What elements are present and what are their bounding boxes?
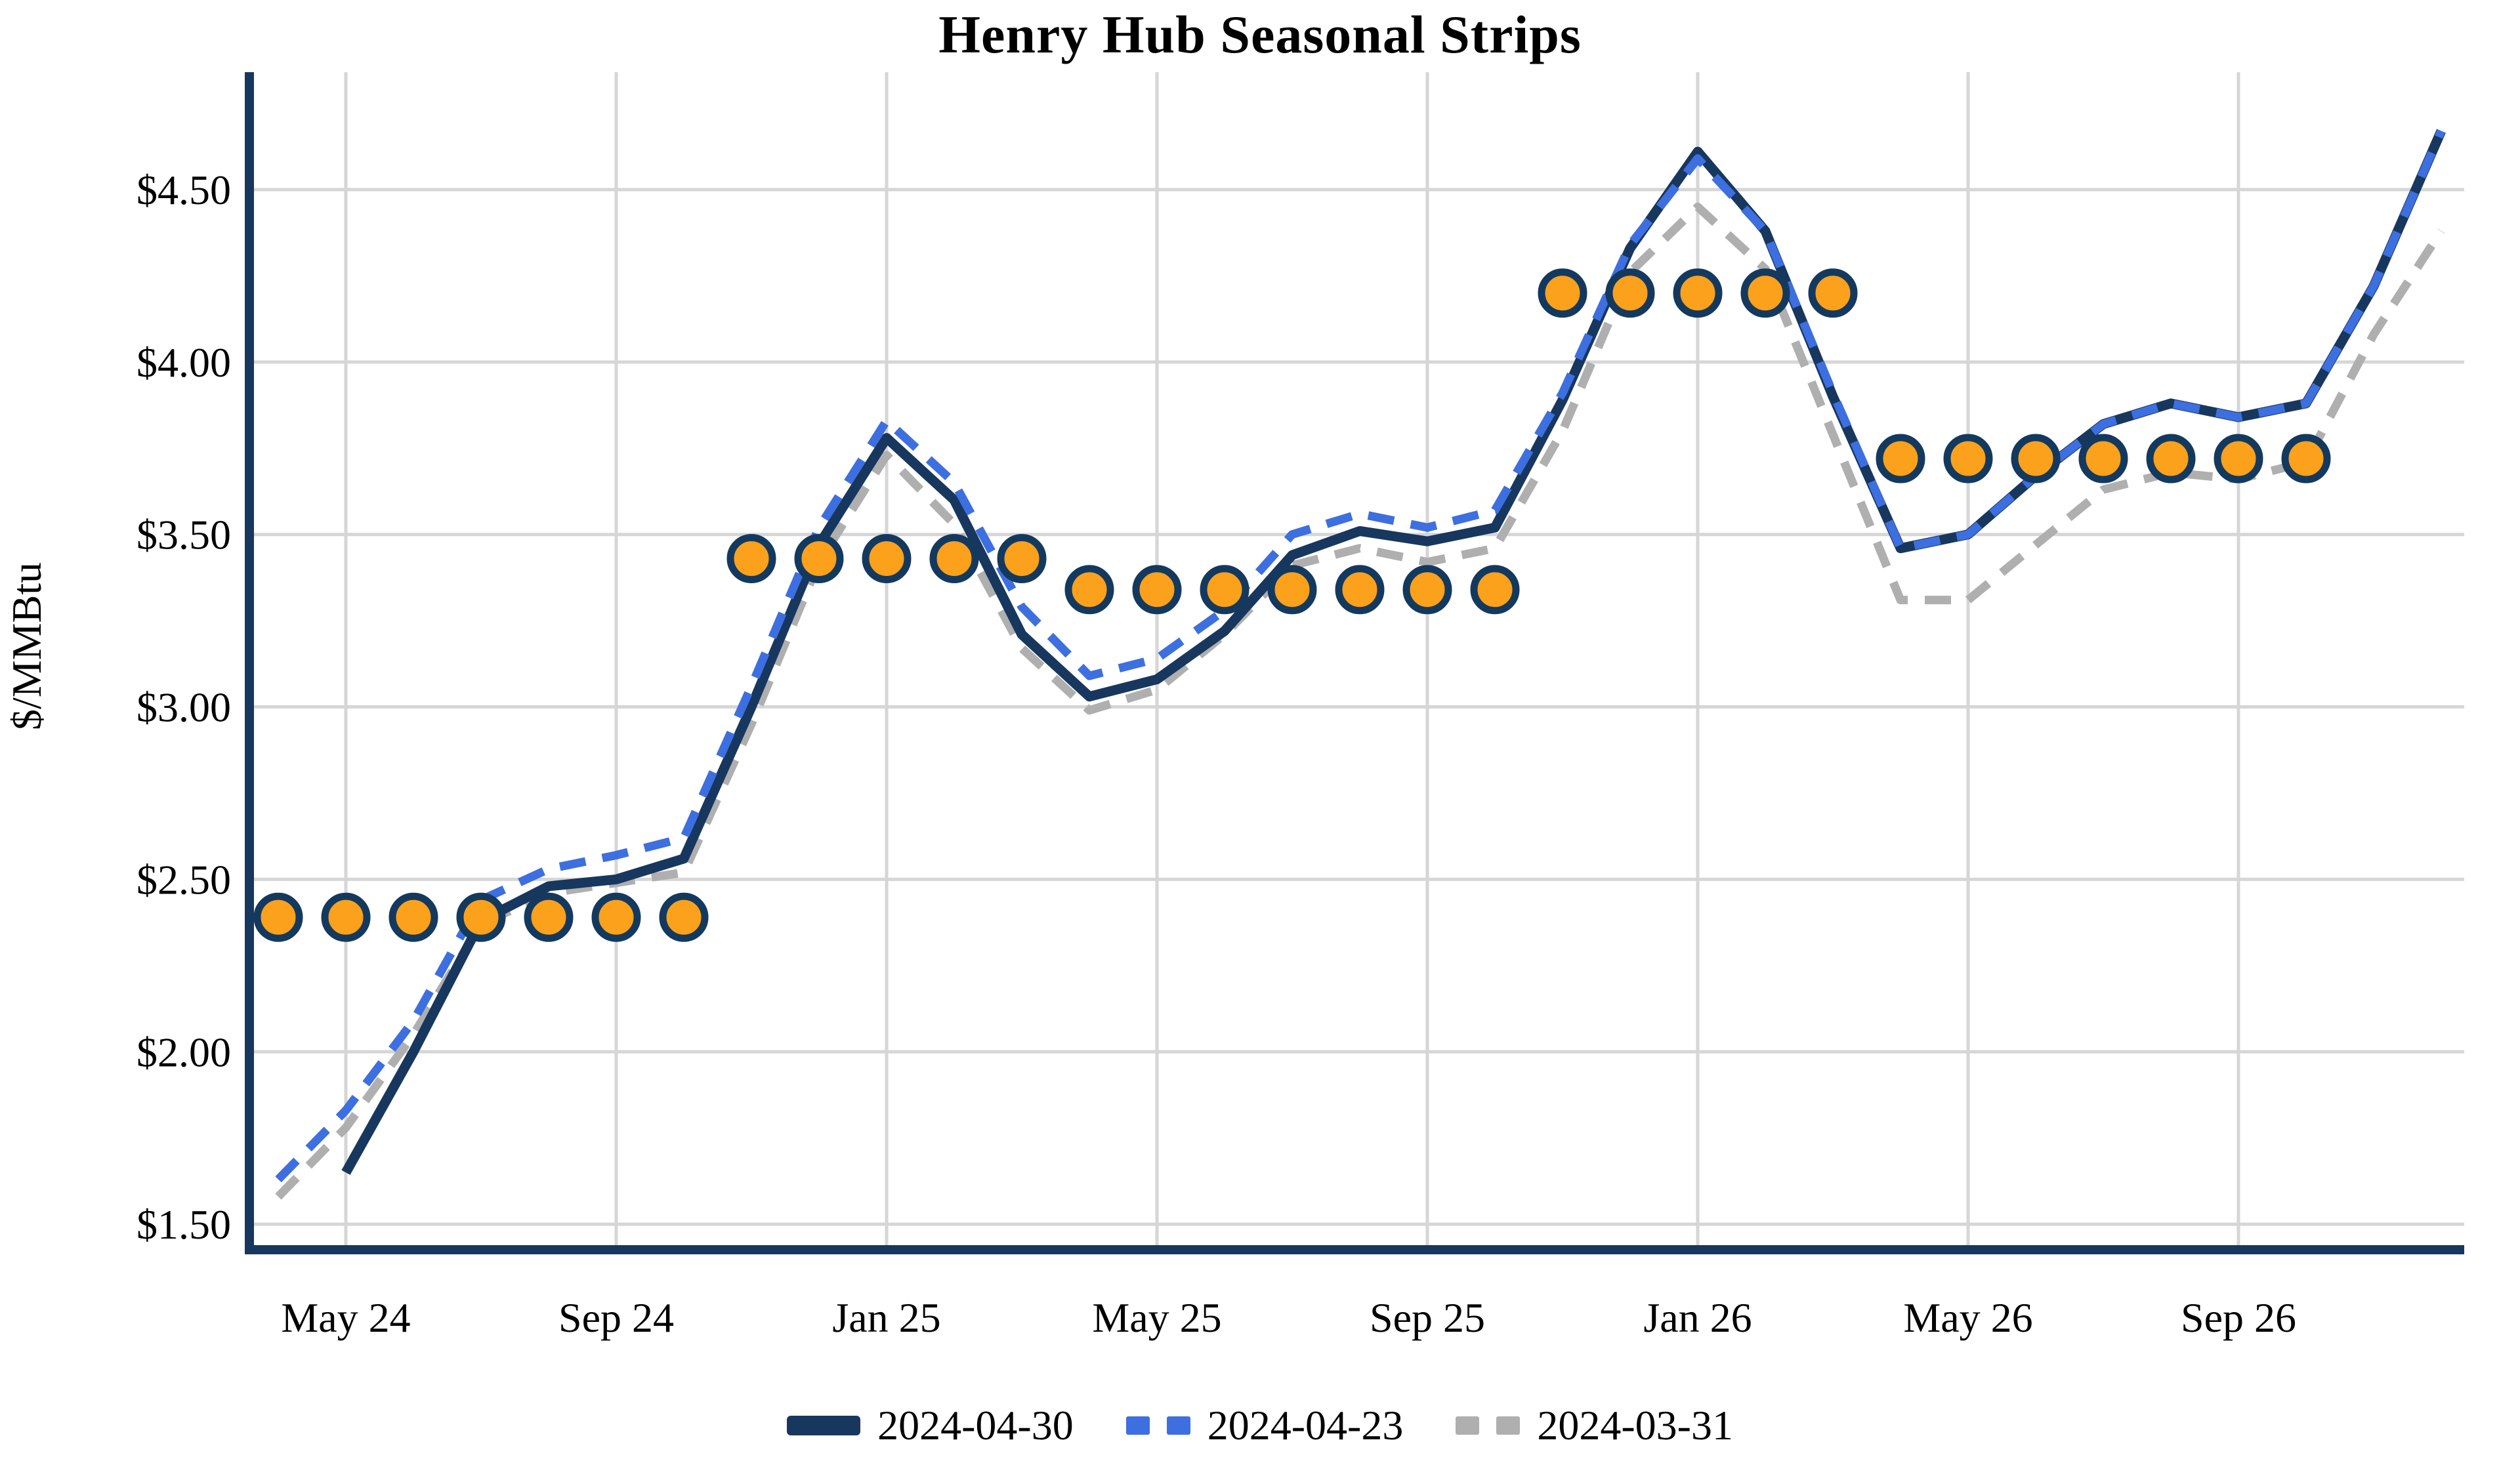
strip-dot (1132, 565, 1182, 615)
strip-dot (862, 533, 912, 583)
strip-dot (2281, 434, 2331, 483)
y-tick-label: $2.00 (136, 1029, 231, 1075)
x-tick-label: May 26 (1903, 1294, 2032, 1341)
strip-dot (321, 892, 371, 942)
legend-item-2024-03-31: 2024-03-31 (1456, 1401, 1733, 1450)
legend-swatch-dashed-line-gray (1456, 1416, 1521, 1435)
y-tick-label: $1.50 (136, 1201, 231, 1248)
strip-dot (659, 892, 709, 942)
strip-dot (1538, 268, 1587, 318)
strip-dot (1402, 565, 1452, 615)
x-tick-label: May 24 (281, 1294, 410, 1341)
strip-dot (1335, 565, 1385, 615)
legend-swatch-dashed-line-blue (1125, 1416, 1190, 1435)
legend-label: 2024-04-30 (877, 1402, 1074, 1449)
strip-dot (997, 533, 1047, 583)
legend-item-2024-04-23: 2024-04-23 (1125, 1401, 1404, 1450)
chart-title: Henry Hub Seasonal Strips (938, 5, 1582, 64)
strip-dot (1267, 565, 1317, 615)
strip-dot (1605, 268, 1655, 318)
y-tick-label: $3.50 (136, 512, 231, 558)
y-tick-label: $4.00 (136, 339, 231, 386)
strip-dot (253, 892, 303, 942)
x-tick-label: Sep 26 (2181, 1294, 2296, 1341)
y-axis-title: $/MMBtu (3, 562, 50, 730)
x-tick-label: Jan 25 (832, 1294, 940, 1341)
x-tick-label: Sep 24 (558, 1294, 674, 1341)
x-tick-label: Sep 25 (1370, 1294, 1485, 1341)
strip-dot (1470, 565, 1520, 615)
strip-dot (388, 892, 438, 942)
strip-dot (726, 533, 776, 583)
strip-dot (2011, 434, 2061, 483)
x-tick-label: Jan 26 (1643, 1294, 1752, 1341)
strip-dot (794, 533, 844, 583)
legend-item-2024-04-30: 2024-04-30 (787, 1401, 1074, 1450)
strip-dot (591, 892, 641, 942)
strip-dot (524, 892, 574, 942)
x-tick-label: May 25 (1092, 1294, 1221, 1341)
legend-swatch-solid-line (787, 1416, 861, 1435)
strip-dot (1064, 565, 1114, 615)
strip-dot (929, 533, 979, 583)
strip-dot (2078, 434, 2128, 483)
strip-dot (1200, 565, 1250, 615)
y-tick-label: $3.00 (136, 684, 231, 731)
strip-dot (2214, 434, 2263, 483)
series-line-2024-03-31 (275, 202, 2445, 1200)
strip-dot (456, 892, 506, 942)
legend-label: 2024-03-31 (1537, 1402, 1733, 1449)
strip-dot (1673, 268, 1723, 318)
strip-dot (1943, 434, 1993, 483)
strip-dot (1808, 268, 1858, 318)
strip-dot (2146, 434, 2196, 483)
y-tick-label: $4.50 (136, 167, 231, 213)
strip-dot (1876, 434, 1925, 483)
series-line-2024-04-30 (341, 129, 2446, 1175)
series-line-2024-04-23 (275, 129, 2445, 1183)
legend-label: 2024-04-23 (1207, 1402, 1404, 1449)
legend: 2024-04-30 2024-04-23 2024-03-31 (0, 1389, 2520, 1462)
y-tick-label: $2.50 (136, 856, 231, 903)
strip-dot (1740, 268, 1790, 318)
